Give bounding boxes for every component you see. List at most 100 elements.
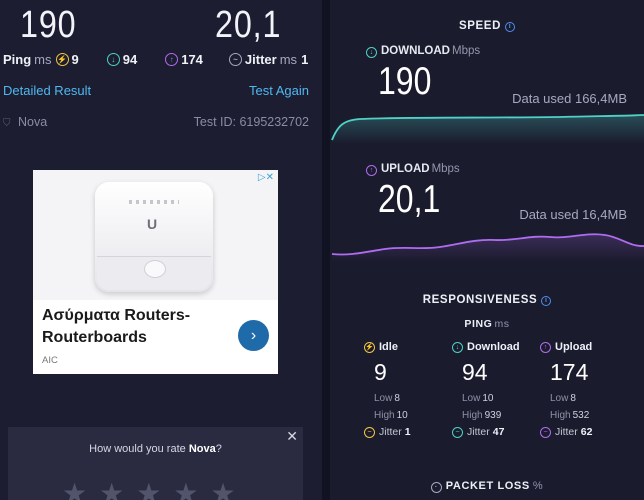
upload-ping-value: 174 [181, 52, 203, 67]
test-id: Test ID: 6195232702 [193, 115, 309, 129]
rating-card: ✕ How would you rate Nova? ★ ★ ★ ★ ★ [8, 427, 303, 500]
star-icon[interactable]: ★ [62, 478, 88, 500]
provider-name: Nova [17, 115, 48, 129]
jitter-label: Jitter [244, 52, 277, 67]
idle-high-label: High [374, 410, 395, 421]
packet-loss-icon: · [430, 482, 442, 493]
upload-header: ↑ Upload [540, 341, 630, 353]
ad-arrow-button[interactable]: › [238, 320, 269, 351]
upload-high: High 532 [550, 407, 630, 424]
speed-section-title: SPEED i [330, 20, 644, 32]
upload-jitter-label: Jitter [555, 426, 578, 438]
ad-title[interactable]: Ασύρματα Routers-Routerboards [42, 307, 191, 346]
provider-row: ⛉ Nova Test ID: 6195232702 [3, 115, 309, 129]
idle-jitter-label: Jitter [379, 426, 402, 438]
advertisement[interactable]: U ▷✕ Ασύρματα Routers-Routerboards AIC › [33, 170, 278, 374]
download-jitter: ~ Jitter 47 [452, 426, 542, 438]
ping-subtitle: PING ms [330, 318, 644, 330]
ping-unit: ms [34, 52, 52, 67]
download-high-label: High [462, 410, 483, 421]
info-icon[interactable]: i [505, 22, 515, 32]
download-column: ↓ Download 94 Low 10 High 939 ~ Jitter 47 [452, 341, 542, 438]
upload-unit: Mbps [431, 163, 460, 175]
download-ping-value: 94 [462, 359, 488, 385]
upload-arrow-icon: ↑ [366, 165, 377, 176]
ping-subtitle-unit: ms [494, 318, 510, 330]
upload-data-used: Data used 16,4MB [519, 207, 627, 222]
upload-value: 20,1 [378, 178, 441, 221]
upload-column: ↑ Upload 174 Low 8 High 532 ~ Jitter 62 [540, 341, 630, 438]
upload-label-text: UPLOAD [381, 163, 430, 175]
idle-header: ⚡ Idle [364, 341, 454, 353]
star-rating: ★ ★ ★ ★ ★ [62, 477, 236, 500]
upload-ping-icon: ↑ [165, 53, 179, 66]
packet-loss-unit: % [532, 480, 544, 492]
test-again-link[interactable]: Test Again [249, 83, 309, 98]
idle-column: ⚡ Idle 9 Low 8 High 10 ~ Jitter 1 [364, 341, 454, 438]
idle-ping-value: 9 [374, 359, 387, 385]
download-arrow-icon: ↓ [366, 47, 377, 58]
ping-subtitle-label: PING [464, 318, 493, 330]
jitter-unit: ms [279, 52, 298, 67]
rating-question: How would you rate Nova? [8, 443, 303, 455]
download-value: 190 [378, 60, 432, 103]
idle-jitter-value: 1 [404, 426, 411, 438]
info-icon[interactable]: i [541, 296, 552, 306]
download-high: High 939 [462, 407, 542, 424]
jitter-icon: ~ [228, 53, 242, 66]
detail-panel: SPEED i ↓ DOWNLOAD Mbps 190 Data used 166,4… [330, 0, 644, 500]
download-unit: Mbps [452, 45, 481, 57]
upload-low-value: 8 [570, 393, 576, 404]
upload-graph [331, 233, 644, 262]
upload-jitter: ~ Jitter 62 [540, 426, 630, 438]
rating-provider: Nova [188, 443, 216, 455]
download-high-value: 939 [484, 410, 502, 421]
packet-loss-title: · PACKET LOSS% [330, 480, 644, 493]
download-ping-icon: ↓ [106, 53, 120, 66]
rating-question-text: How would you rate [89, 443, 189, 455]
idle-low-value: 8 [394, 393, 400, 404]
download-jitter-label: Jitter [467, 426, 490, 438]
ad-choices-icon[interactable]: ▷✕ [257, 172, 274, 183]
router-knob [144, 260, 166, 278]
star-icon[interactable]: ★ [210, 478, 236, 500]
upload-high-label: High [550, 410, 571, 421]
upload-label: ↑ UPLOAD Mbps [366, 163, 460, 176]
idle-ping-icon: ⚡ [55, 53, 69, 66]
responsiveness-section-title: RESPONSIVENESS i [330, 294, 644, 306]
detailed-result-link[interactable]: Detailed Result [3, 83, 92, 98]
download-column-label: Download [467, 341, 520, 353]
download-low-value: 10 [482, 393, 494, 404]
jitter-icon: ~ [540, 426, 551, 438]
download-low-label: Low [462, 393, 481, 404]
download-ping-value: 94 [122, 52, 138, 67]
jitter-value: 1 [301, 52, 309, 67]
idle-label: Idle [379, 341, 398, 353]
download-jitter-value: 47 [492, 426, 505, 438]
panel-divider [322, 0, 330, 500]
result-summary-panel: 190 20,1 Ping ms ⚡ 9 ↓ 94 ↑ 174 ~ Jitter… [3, 4, 309, 500]
idle-low-label: Low [374, 393, 393, 404]
speed-title-text: SPEED [459, 20, 501, 32]
upload-arrow-icon: ↑ [540, 341, 551, 353]
ad-image[interactable]: U [33, 170, 278, 300]
upload-low-label: Low [550, 393, 569, 404]
upload-column-label: Upload [555, 341, 593, 353]
result-links: Detailed Result Test Again [3, 83, 309, 98]
jitter-icon: ~ [364, 426, 375, 438]
idle-ping-value: 9 [71, 52, 79, 67]
star-icon[interactable]: ★ [136, 478, 162, 500]
download-graph [331, 114, 644, 144]
router-image: U [95, 182, 213, 292]
upload-high-value: 532 [572, 410, 590, 421]
star-icon[interactable]: ★ [173, 478, 199, 500]
packet-loss-label: PACKET LOSS [445, 480, 530, 492]
close-icon[interactable]: ✕ [286, 428, 298, 444]
router-logo: U [147, 216, 158, 232]
upload-jitter-value: 62 [580, 426, 593, 438]
star-icon[interactable]: ★ [99, 478, 125, 500]
ad-advertiser: AIC [42, 355, 58, 366]
idle-high: High 10 [374, 407, 454, 424]
download-label: ↓ DOWNLOAD Mbps [366, 45, 480, 58]
download-speed-value: 190 [20, 4, 77, 46]
